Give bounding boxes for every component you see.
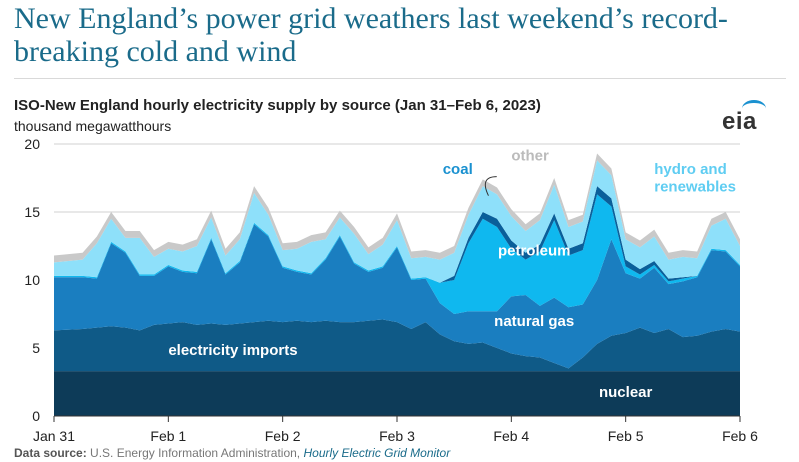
x-tick-label: Feb 3	[379, 428, 415, 444]
eia-logo-arc-icon	[742, 100, 766, 117]
series-area-natural-gas	[54, 224, 740, 369]
source-text: U.S. Energy Information Administration,	[90, 446, 301, 460]
eia-logo: eia	[722, 98, 770, 135]
y-tick-label: 10	[24, 272, 40, 288]
series-area-nuclear	[54, 371, 740, 416]
series-annotation-electricity-imports: electricity imports	[168, 342, 297, 359]
chart-title: ISO-New England hourly electricity suppl…	[14, 97, 541, 114]
source-link[interactable]: Hourly Electric Grid Monitor	[303, 446, 451, 460]
x-tick-label: Jan 31	[33, 428, 75, 444]
data-source-note: Data source: U.S. Energy Information Adm…	[14, 446, 450, 460]
y-tick-label: 20	[24, 136, 40, 152]
series-area-petroleum	[54, 194, 740, 314]
series-annotation-renewables: renewables	[654, 179, 736, 196]
series-annotation-natural-gas: natural gas	[494, 313, 574, 330]
series-annotation-coal: coal	[443, 161, 473, 178]
x-tick-label: Feb 1	[150, 428, 186, 444]
y-tick-label: 0	[32, 408, 40, 424]
series-annotation-other: other	[511, 147, 549, 164]
eia-logo-text: eia	[722, 108, 757, 135]
y-tick-label: 5	[32, 340, 40, 356]
series-annotation-nuclear: nuclear	[599, 384, 653, 401]
x-tick-label: Feb 6	[722, 428, 758, 444]
series-area-electricity-imports	[54, 319, 740, 372]
coal-leader-line	[484, 176, 497, 196]
series-annotation-hydro-and: hydro and	[654, 161, 727, 178]
series-area-hydro-and-renewables	[54, 160, 740, 283]
x-tick-label: Feb 4	[493, 428, 529, 444]
y-tick-label: 15	[24, 204, 40, 220]
series-annotation-petroleum: petroleum	[498, 243, 571, 260]
headline-divider	[14, 78, 786, 79]
x-tick-label: Feb 2	[265, 428, 301, 444]
source-label: Data source:	[14, 446, 87, 460]
x-tick-label: Feb 5	[608, 428, 644, 444]
y-axis-unit-label: thousand megawatthours	[14, 118, 172, 134]
page-headline: New England’s power grid weathers last w…	[14, 2, 728, 68]
